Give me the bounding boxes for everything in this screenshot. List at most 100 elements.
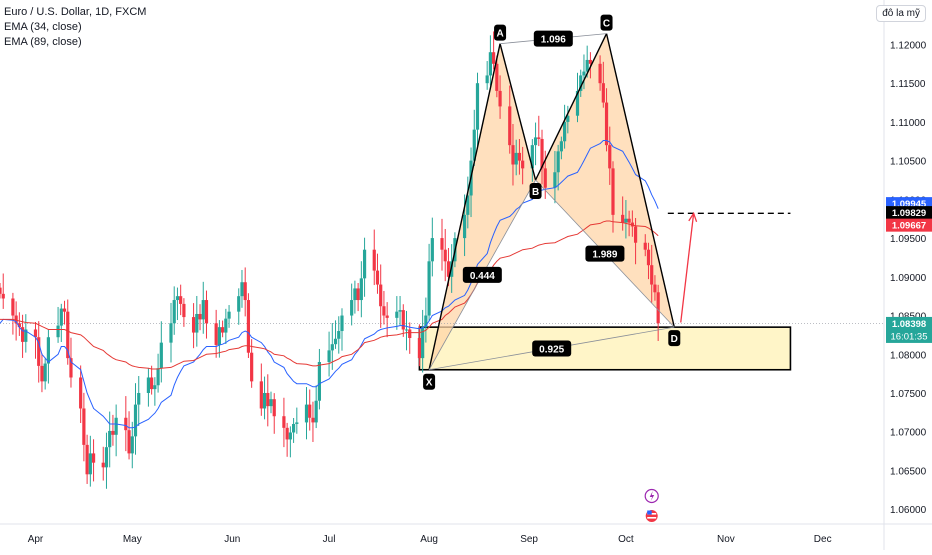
candle-body	[201, 300, 205, 320]
y-tick-label: 1.07500	[890, 389, 927, 400]
candle-body	[495, 63, 499, 91]
candle	[608, 126, 612, 185]
y-tick-label: 1.06000	[890, 505, 927, 516]
candle	[282, 397, 286, 448]
pattern-triangle-bcd	[535, 33, 675, 328]
candle	[146, 367, 151, 407]
candle-body	[382, 306, 386, 316]
candle-body	[359, 278, 363, 301]
candle-body	[327, 350, 331, 363]
candle-body	[111, 430, 115, 435]
target-arrow-head	[688, 211, 698, 223]
candle	[643, 234, 647, 257]
candle	[472, 109, 476, 167]
candle-body	[337, 331, 341, 339]
currency-button[interactable]: đô la mỹ	[876, 5, 926, 22]
ratio-label-ac-text: 1.096	[541, 35, 566, 46]
price-tag-text: 1.09667	[892, 221, 926, 232]
symbol-title[interactable]: Euro / U.S. Dollar, 1D, FXCM	[4, 6, 147, 18]
candle-body	[17, 323, 21, 328]
us-flag-stripe	[647, 517, 657, 519]
candle-body	[598, 63, 602, 84]
ratio-label-ac: 1.096	[533, 30, 573, 47]
candle	[424, 297, 428, 343]
candle-body	[304, 404, 309, 423]
candle-body	[559, 141, 563, 152]
candle-body	[624, 218, 628, 223]
candle-body	[633, 226, 638, 243]
candle-body	[537, 137, 541, 139]
candle	[169, 302, 173, 363]
candle	[88, 435, 92, 487]
ema34-line	[0, 140, 659, 429]
ema89-legend[interactable]: EMA (89, close)	[4, 36, 82, 48]
candle	[62, 300, 67, 325]
candle	[575, 72, 580, 123]
candle-body	[408, 329, 412, 338]
ratio-label-xb: 0.444	[462, 266, 502, 283]
candle	[182, 298, 186, 327]
ratio-label-xd-bg	[532, 340, 572, 357]
candle-body	[40, 365, 44, 382]
ratio-label-xd-text: 0.925	[539, 344, 564, 355]
candle	[82, 392, 86, 462]
candle-body	[611, 168, 615, 215]
pattern-leg-bc	[534, 33, 608, 181]
x-tick-label: May	[123, 534, 142, 545]
candle	[130, 421, 134, 469]
candle-body	[488, 52, 492, 76]
candle	[295, 407, 299, 434]
support-zone	[418, 326, 792, 371]
pattern-point-x: X	[423, 373, 436, 390]
candle-body	[172, 300, 176, 324]
candle-body	[653, 284, 657, 293]
candle-body	[588, 59, 593, 64]
ratio-label-ac-bg	[533, 30, 573, 47]
candle-body	[282, 416, 286, 428]
candle-body	[175, 296, 180, 301]
candle-body	[272, 399, 276, 417]
candle-body	[153, 385, 157, 390]
candle-body	[85, 444, 89, 475]
x-tick-label: Apr	[28, 534, 44, 545]
candle-body	[466, 195, 470, 215]
lightning-icon-bolt	[649, 491, 655, 501]
x-tick-label: Oct	[618, 534, 634, 545]
candle	[375, 253, 380, 294]
x-tick-label: Jul	[323, 534, 336, 545]
candle	[0, 283, 2, 299]
candle	[627, 210, 631, 237]
candle-body	[401, 310, 405, 330]
candle-body	[517, 152, 522, 161]
candle	[175, 287, 180, 321]
candle-body	[440, 238, 444, 250]
candle-body	[533, 137, 538, 146]
candle-body	[240, 282, 244, 297]
us-flag-canton	[647, 510, 652, 515]
candle	[79, 365, 83, 423]
candle-body	[462, 214, 467, 239]
pattern-point-d-text: D	[671, 334, 678, 345]
candle-body	[404, 329, 409, 331]
candle	[530, 139, 534, 182]
candle	[291, 417, 296, 443]
y-tick-label: 1.11500	[890, 79, 926, 90]
candle-body	[266, 392, 270, 407]
candle-body	[543, 168, 547, 188]
pattern-point-b-text: B	[532, 187, 539, 198]
candle	[417, 324, 422, 367]
candle	[14, 301, 18, 341]
candle	[43, 358, 47, 390]
candle-body	[472, 129, 476, 161]
candle	[243, 267, 247, 317]
candle	[624, 200, 628, 239]
ratio-label-bd-text: 1.989	[592, 250, 617, 261]
candle-body	[214, 323, 218, 345]
candle-body	[262, 392, 267, 409]
price-tag-text: 1.09829	[892, 208, 926, 219]
candle-body	[362, 249, 367, 279]
candle-body	[521, 160, 525, 169]
ema34-legend[interactable]: EMA (34, close)	[4, 21, 82, 33]
